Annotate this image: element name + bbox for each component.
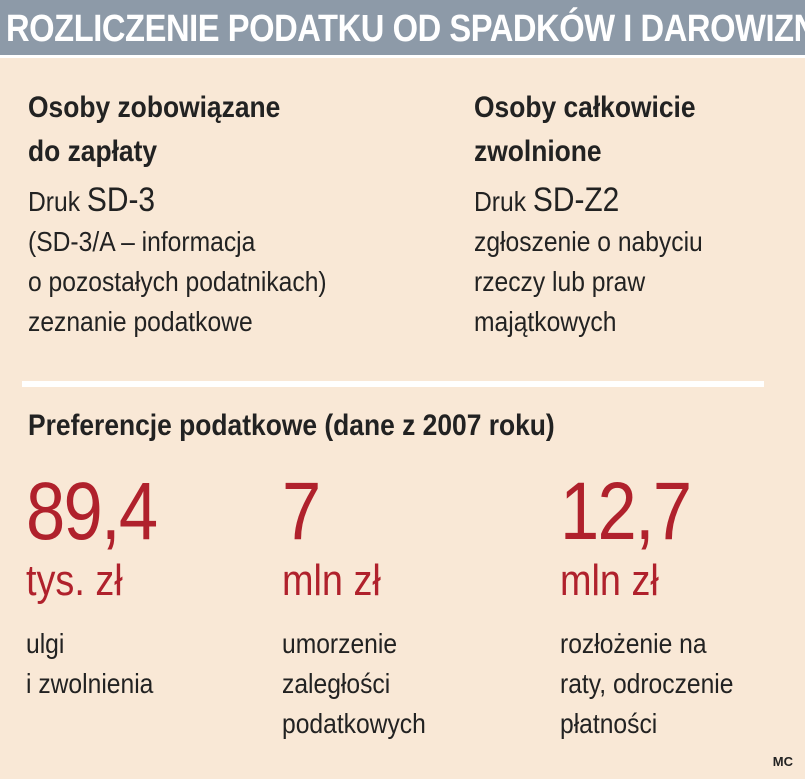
stat-value: 89,4 [26, 466, 158, 557]
stat-unit: mln zł [282, 556, 381, 605]
stat-desc-line: i zwolnienia [26, 668, 154, 699]
right-druk-line: Druk SD-Z2 [474, 180, 703, 222]
stat-value: 12,7 [560, 466, 692, 557]
stat-reliefs: 89,4 tys. zł ulgi i zwolnienia [26, 470, 178, 704]
left-line-2: o pozostałych podatnikach) [28, 266, 327, 297]
stat-desc-line: rozłożenie na [560, 628, 707, 659]
stat-write-off: 7 mln zł umorzenie zaległości podatkowyc… [282, 470, 445, 744]
right-druk-label: Druk [474, 186, 527, 217]
stat-desc-line: umorzenie [282, 628, 398, 659]
left-line-1: (SD-3/A – informacja [28, 226, 256, 257]
section-divider [22, 381, 764, 387]
header-title: ROZLICZENIE PODATKU OD SPADKÓW I DAROWIZ… [6, 8, 805, 50]
stat-desc-line: raty, odroczenie [560, 668, 734, 699]
left-druk-line: Druk SD-3 [28, 180, 327, 222]
left-druk-code: SD-3 [86, 181, 156, 219]
stat-installments: 12,7 mln zł rozłożenie na raty, odroczen… [560, 470, 757, 744]
right-line-2: rzeczy lub praw [474, 266, 646, 297]
right-column: Osoby całkowicie zwolnione Druk SD-Z2 zg… [474, 86, 734, 342]
right-heading-line2: zwolnione [474, 135, 602, 168]
left-line-3: zeznanie podatkowe [28, 306, 253, 337]
preferences-title: Preferencje podatkowe (dane z 2007 roku) [28, 409, 555, 442]
author-credit: MC [772, 754, 793, 769]
stat-unit: tys. zł [26, 556, 123, 605]
left-heading-line1: Osoby zobowiązane [28, 91, 281, 124]
stat-unit: mln zł [560, 556, 659, 605]
stat-desc-line: zaległości [282, 668, 391, 699]
header-bar: ROZLICZENIE PODATKU OD SPADKÓW I DAROWIZ… [0, 0, 805, 58]
right-druk-code: SD-Z2 [532, 181, 620, 219]
left-heading-line2: do zapłaty [28, 135, 158, 168]
left-column: Osoby zobowiązane do zapłaty Druk SD-3 (… [28, 86, 367, 342]
right-line-1: zgłoszenie o nabyciu [474, 226, 703, 257]
stat-desc-line: ulgi [26, 628, 65, 659]
stat-value: 7 [282, 466, 321, 557]
right-heading-line1: Osoby całkowicie [474, 91, 696, 124]
stat-desc-line: podatkowych [282, 708, 426, 739]
stat-desc-line: płatności [560, 708, 658, 739]
right-line-3: majątkowych [474, 306, 617, 337]
left-druk-label: Druk [28, 186, 81, 217]
